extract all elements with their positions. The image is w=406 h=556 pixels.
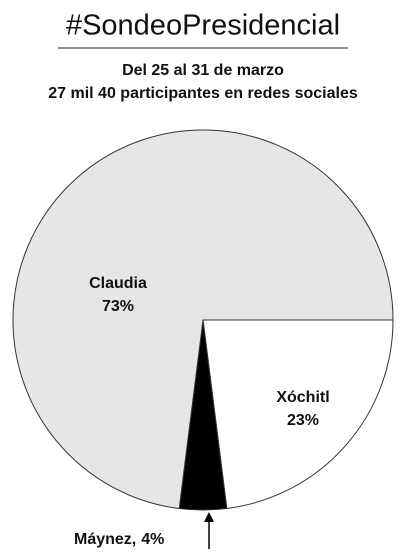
arrow-head	[204, 512, 214, 522]
pie	[12, 129, 394, 511]
slice-value: 23%	[287, 412, 319, 429]
slice-name: Máynez,	[74, 531, 136, 548]
slice-label: Xóchitl	[276, 389, 329, 406]
slice-value: 4%	[141, 531, 164, 548]
subtitle: Del 25 al 31 de marzo	[122, 62, 284, 79]
pie-slice	[12, 129, 394, 510]
labels: Xóchitl 23% Máynez, 4% Claudia 73%	[74, 275, 330, 548]
chart-title: #SondeoPresidencial	[66, 10, 340, 42]
subtitle: 27 mil 40 participantes en redes sociale…	[48, 85, 358, 102]
pie-slice	[202, 319, 394, 510]
slice-label: Claudia	[89, 275, 147, 292]
slice-value: 73%	[102, 298, 134, 315]
slice-label: Máynez, 4%	[74, 531, 164, 548]
